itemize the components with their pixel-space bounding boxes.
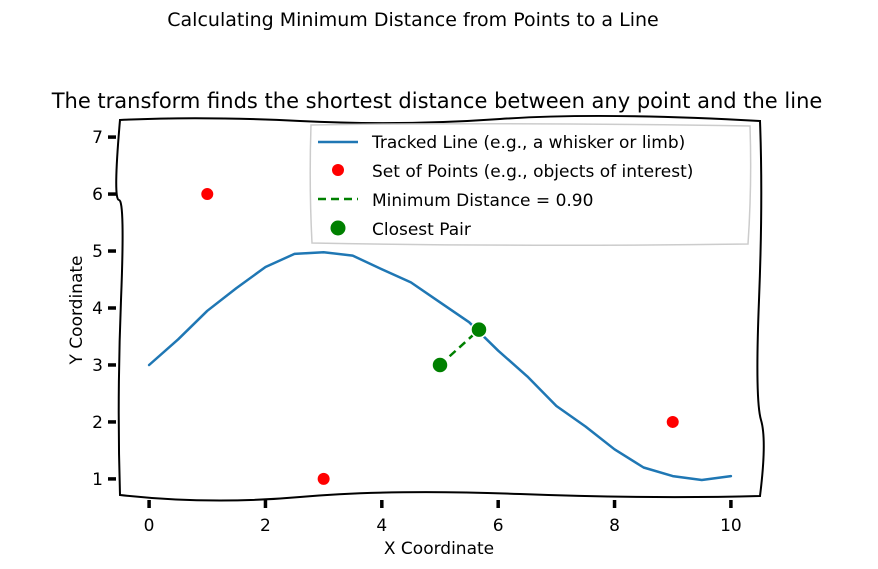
x-tick-label: 10 bbox=[720, 516, 742, 536]
closest-pair-marker bbox=[470, 320, 488, 339]
x-tick-label: 2 bbox=[260, 516, 271, 536]
x-tick-label: 0 bbox=[144, 516, 155, 536]
point-marker bbox=[666, 415, 679, 428]
legend-label-distance: Minimum Distance = 0.90 bbox=[372, 191, 593, 211]
plot-frame bbox=[115, 114, 765, 502]
legend-label-closest: Closest Pair bbox=[372, 220, 471, 240]
legend-red-point-swatch bbox=[332, 164, 344, 176]
y-tick-label: 1 bbox=[92, 470, 103, 490]
y-tick-label: 6 bbox=[92, 185, 103, 205]
legend: Tracked Line (e.g., a whisker or limb) S… bbox=[309, 122, 752, 247]
point-marker bbox=[201, 188, 214, 201]
chart-suptitle: Calculating Minimum Distance from Points… bbox=[167, 9, 658, 31]
x-tick-label: 4 bbox=[376, 516, 387, 536]
closest-pair-marker bbox=[431, 356, 449, 374]
x-tick-label: 6 bbox=[493, 516, 504, 536]
y-tick-label: 5 bbox=[92, 242, 103, 262]
y-tick-label: 7 bbox=[92, 128, 103, 148]
legend-box bbox=[309, 122, 752, 247]
y-tick-label: 3 bbox=[92, 356, 103, 376]
point-marker bbox=[317, 472, 330, 485]
min-distance-line bbox=[439, 328, 480, 366]
legend-label-points: Set of Points (e.g., objects of interest… bbox=[372, 162, 693, 182]
chart-title: The transform finds the shortest distanc… bbox=[51, 89, 823, 113]
tracked-line bbox=[147, 250, 733, 482]
y-tick-label: 2 bbox=[92, 413, 103, 433]
legend-green-point-swatch bbox=[330, 220, 346, 236]
legend-label-line: Tracked Line (e.g., a whisker or limb) bbox=[371, 133, 685, 153]
y-tick-label: 4 bbox=[92, 299, 103, 319]
x-axis-label: X Coordinate bbox=[384, 539, 494, 559]
x-tick-label: 8 bbox=[609, 516, 620, 536]
series-layer bbox=[147, 188, 733, 485]
y-axis-label: Y Coordinate bbox=[67, 256, 87, 366]
